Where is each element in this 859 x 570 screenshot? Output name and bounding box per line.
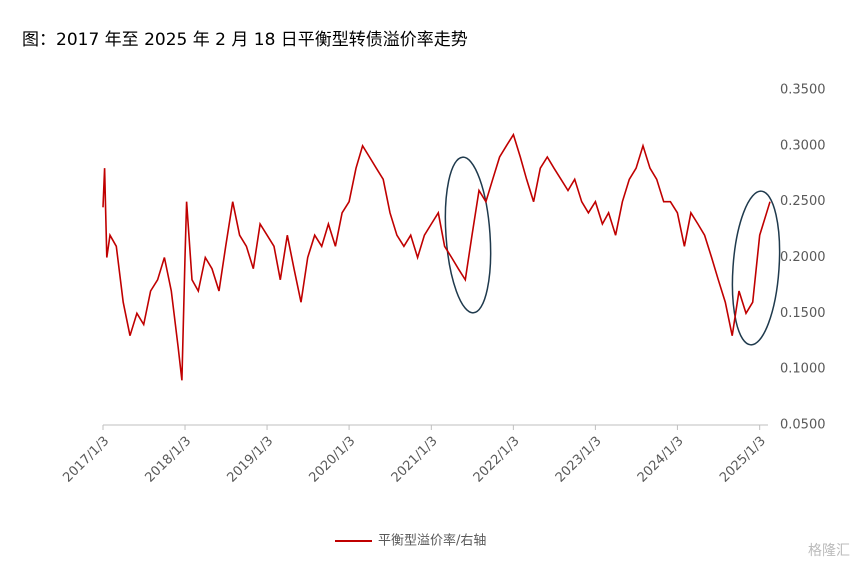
x-tick-label: 2020/1/3 — [306, 434, 358, 486]
x-tick-label: 2022/1/3 — [471, 434, 523, 486]
y2-tick-label: 0.1000 — [780, 362, 826, 377]
highlight-ellipse — [444, 156, 492, 314]
x-tick-label: 2019/1/3 — [224, 434, 276, 486]
y2-tick-label: 0.3000 — [780, 138, 826, 153]
x-tick-label: 2021/1/3 — [389, 434, 441, 486]
x-tick-label: 2025/1/3 — [717, 434, 769, 486]
y2-tick-label: 0.2500 — [780, 194, 826, 209]
watermark: 格隆汇 — [808, 543, 850, 559]
chart-title: 图：2017 年至 2025 年 2 月 18 日平衡型转债溢价率走势 — [22, 30, 468, 50]
y2-tick-label: 0.3500 — [780, 83, 826, 98]
y2-tick-label: 0.0500 — [780, 418, 826, 433]
x-tick-label: 2018/1/3 — [142, 434, 194, 486]
x-tick-label: 2017/1/3 — [60, 434, 112, 486]
legend-label: 平衡型溢价率/右轴 — [378, 533, 486, 549]
line-series — [102, 132, 771, 381]
y2-tick-label: 0.2000 — [780, 250, 826, 265]
y2-tick-label: 0.1500 — [780, 306, 826, 321]
x-tick-label: 2023/1/3 — [553, 434, 605, 486]
x-tick-label: 2024/1/3 — [635, 434, 687, 486]
highlight-ellipse — [731, 190, 781, 346]
